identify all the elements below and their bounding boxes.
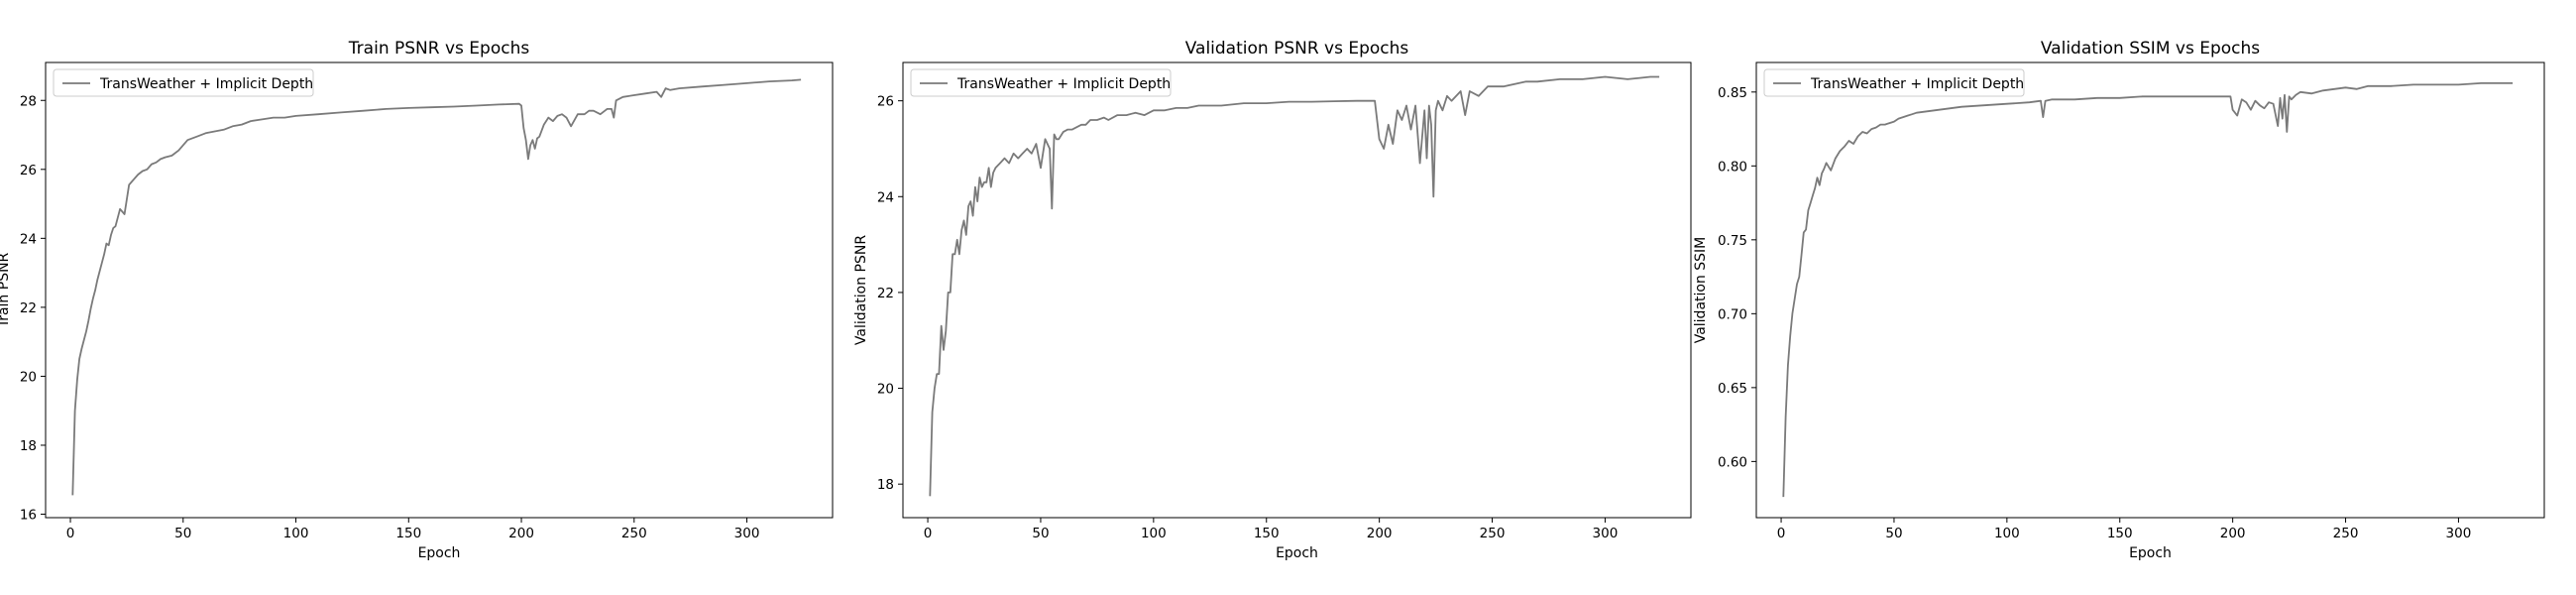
x-tick-label: 300: [1593, 526, 1619, 541]
legend-box: [1763, 68, 2025, 97]
y-tick-label: 26: [877, 94, 894, 110]
y-tick-label: 0.80: [1718, 159, 1747, 175]
y-tick-label: 22: [877, 286, 894, 301]
legend-label: TransWeather + Implicit Depth: [99, 76, 313, 92]
y-tick-label: 20: [20, 369, 37, 385]
series-line: [1782, 82, 2514, 498]
legend-box: [910, 68, 1172, 97]
x-axis-label: Epoch: [2129, 545, 2172, 561]
chart-title: Train PSNR vs Epochs: [348, 39, 530, 59]
y-tick-label: 28: [20, 93, 37, 109]
series-line: [71, 78, 802, 496]
x-tick-label: 250: [1480, 526, 1506, 541]
legend: TransWeather + Implicit Depth: [910, 68, 1172, 97]
x-tick-label: 200: [1367, 526, 1393, 541]
x-tick-label: 150: [1254, 526, 1280, 541]
y-tick-label: 18: [877, 477, 894, 493]
x-tick-label: 150: [395, 526, 421, 541]
y-tick-label: 0.60: [1718, 454, 1747, 470]
y-tick-label: 24: [20, 231, 37, 247]
chart-title: Validation SSIM vs Epochs: [2041, 39, 2260, 59]
x-tick-label: 150: [2107, 526, 2133, 541]
legend-box: [53, 68, 314, 97]
y-tick-label: 0.75: [1718, 233, 1747, 249]
x-tick-label: 0: [66, 526, 75, 541]
x-tick-label: 200: [2220, 526, 2246, 541]
x-tick-label: 0: [924, 526, 933, 541]
x-axis-label: Epoch: [418, 545, 461, 561]
y-tick-label: 26: [20, 163, 37, 178]
y-tick-label: 20: [877, 382, 894, 398]
plot-frame: [902, 61, 1692, 519]
y-axis-label: Validation SSIM: [1693, 237, 1709, 344]
x-axis-label: Epoch: [1276, 545, 1318, 561]
legend: TransWeather + Implicit Depth: [53, 68, 314, 97]
legend: TransWeather + Implicit Depth: [1763, 68, 2025, 97]
x-tick-label: 50: [174, 526, 191, 541]
legend-label: TransWeather + Implicit Depth: [1810, 76, 2024, 92]
x-tick-label: 300: [734, 526, 760, 541]
chart-panel-2: Validation PSNR vs Epochs 0 50 100 150 200 250…: [853, 39, 1692, 561]
x-tick-label: 100: [283, 526, 309, 541]
x-tick-label: 50: [1885, 526, 1902, 541]
chart-title: Validation PSNR vs Epochs: [1185, 39, 1409, 59]
plot-frame: [1755, 61, 2545, 519]
y-tick-label: 16: [20, 508, 37, 524]
y-axis-label: Validation PSNR: [853, 235, 869, 345]
legend-label: TransWeather + Implicit Depth: [956, 76, 1171, 92]
plot-frame: [45, 61, 834, 519]
y-tick-label: 18: [20, 438, 37, 454]
x-tick-label: 250: [621, 526, 647, 541]
x-tick-label: 100: [1141, 526, 1167, 541]
y-tick-label: 22: [20, 300, 37, 316]
x-tick-label: 300: [2446, 526, 2472, 541]
chart-panel-1: Train PSNR vs Epochs 0 50 100 150 200 250 300 16…: [0, 39, 834, 561]
x-tick-label: 50: [1032, 526, 1049, 541]
x-tick-label: 250: [2333, 526, 2359, 541]
y-tick-label: 24: [877, 189, 894, 205]
y-tick-label: 0.70: [1718, 306, 1747, 322]
x-tick-label: 200: [508, 526, 534, 541]
y-axis-label: Train PSNR: [0, 252, 12, 328]
chart-panel-3: Validation SSIM vs Epochs 0 50 100 150 200 250…: [1693, 39, 2545, 561]
y-tick-label: 0.65: [1718, 381, 1747, 397]
series-line: [929, 75, 1660, 497]
x-tick-label: 100: [1994, 526, 2020, 541]
y-tick-label: 0.85: [1718, 85, 1747, 101]
x-tick-label: 0: [1777, 526, 1786, 541]
